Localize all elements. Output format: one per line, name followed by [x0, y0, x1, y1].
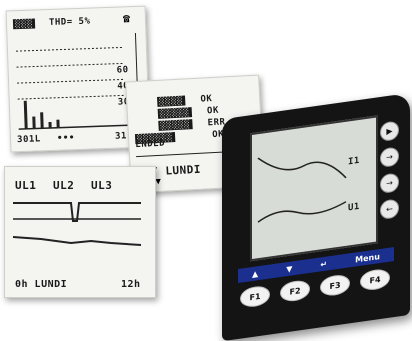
- device-lcd: I1 U1: [250, 115, 378, 262]
- side-key[interactable]: ←: [380, 198, 399, 221]
- function-key-f1[interactable]: F1: [240, 284, 270, 309]
- curve-channel-3: UL3: [91, 179, 113, 192]
- triangle-down-icon: ▼: [155, 176, 162, 188]
- nav-up-icon[interactable]: ▲: [252, 268, 259, 279]
- curve-channel-1: UL1: [15, 179, 37, 192]
- device-label-top: I1: [348, 155, 360, 168]
- curve-footer-right: 12h: [121, 279, 141, 290]
- curve-screen: UL1 UL2 UL3 0h LUNDI 12h: [4, 166, 156, 298]
- side-key[interactable]: ▶: [380, 120, 399, 143]
- side-key[interactable]: →: [380, 146, 399, 169]
- nav-menu-label[interactable]: Menu: [355, 251, 380, 264]
- curve-channel-2: UL2: [53, 179, 75, 192]
- voltage-curves: [12, 202, 142, 246]
- device-waveforms: [257, 157, 347, 223]
- status-ended: ENDED: [135, 138, 166, 151]
- thd-scale-1: 60: [116, 65, 129, 76]
- nav-down-icon[interactable]: ▼: [286, 263, 293, 274]
- curve-footer-left: 0h LUNDI: [15, 279, 68, 290]
- thd-footer-left: 301L: [16, 134, 41, 146]
- function-key-f2[interactable]: F2: [280, 278, 310, 304]
- thd-title: THD= 5%: [48, 16, 91, 28]
- thd-header-tag: ░░░: [12, 18, 35, 30]
- function-key-f3[interactable]: F3: [320, 273, 350, 298]
- thd-footer-right: 31: [114, 131, 128, 142]
- device-label-bottom: U1: [348, 201, 360, 214]
- nav-enter-icon[interactable]: ↵: [320, 258, 328, 269]
- analyzer-device: I1 U1 ▶ → → ← ▲ ▼ ↵ Menu F1 F2 F3 F4: [222, 92, 410, 341]
- bell-icon: ☎: [122, 11, 131, 26]
- side-key[interactable]: →: [380, 172, 399, 195]
- thd-footer-dots: •••: [56, 133, 76, 144]
- function-key-f4[interactable]: F4: [360, 267, 390, 292]
